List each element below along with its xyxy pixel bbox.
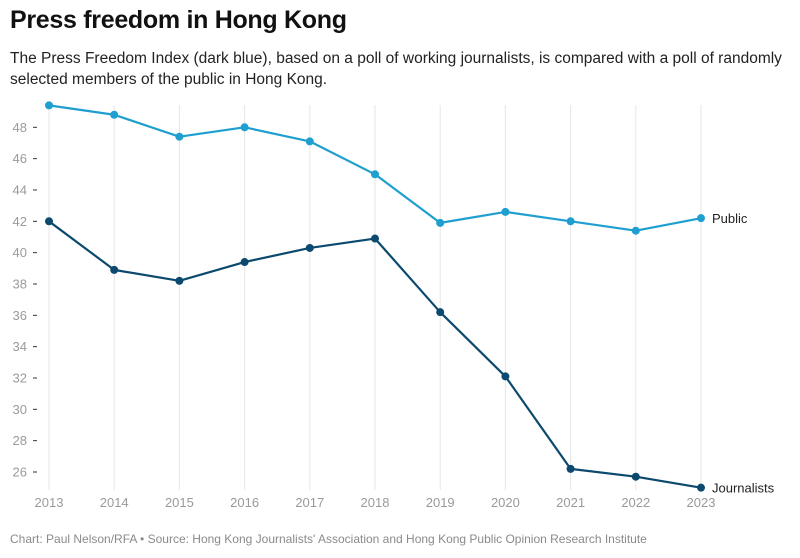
data-point <box>501 207 510 216</box>
x-tick-label: 2023 <box>687 495 716 510</box>
data-point <box>501 372 510 381</box>
chart-subtitle: The Press Freedom Index (dark blue), bas… <box>10 50 782 88</box>
series-label-public: Public <box>712 211 748 226</box>
data-point <box>371 170 379 179</box>
x-tick-label: 2019 <box>426 495 455 510</box>
data-point <box>371 234 379 243</box>
data-point <box>697 214 705 223</box>
x-tick-label: 2021 <box>556 495 585 510</box>
data-point <box>631 472 640 481</box>
chart-title: Press freedom in Hong Kong <box>10 6 347 34</box>
chart-source: Chart: Paul Nelson/RFA • Source: Hong Ko… <box>10 532 647 546</box>
x-tick-label: 2013 <box>35 495 64 510</box>
data-point <box>436 218 445 227</box>
y-tick-label: 36 <box>13 308 27 323</box>
x-tick-label: 2020 <box>491 495 520 510</box>
data-point <box>175 276 184 285</box>
y-tick-label: 42 <box>13 214 27 229</box>
x-tick-label: 2014 <box>100 495 129 510</box>
x-tick-label: 2017 <box>295 495 324 510</box>
data-point <box>175 132 184 141</box>
data-point <box>45 217 53 226</box>
data-point <box>631 226 640 235</box>
data-point <box>566 464 575 473</box>
x-tick-label: 2016 <box>230 495 259 510</box>
series-label-journalists: Journalists <box>712 481 775 496</box>
x-tick-label: 2018 <box>361 495 390 510</box>
data-point <box>240 123 249 132</box>
data-point <box>45 101 53 110</box>
y-tick-label: 28 <box>13 433 27 448</box>
y-tick-label: 46 <box>13 151 27 166</box>
y-tick-label: 48 <box>13 120 27 135</box>
y-tick-label: 32 <box>13 370 27 385</box>
x-tick-label: 2022 <box>621 495 650 510</box>
y-tick-label: 30 <box>13 402 27 417</box>
data-point <box>566 217 575 226</box>
y-tick-label: 44 <box>13 182 27 197</box>
data-point <box>436 308 445 317</box>
data-point <box>240 258 249 267</box>
y-tick-label: 38 <box>13 276 27 291</box>
data-point <box>305 243 314 252</box>
data-point <box>110 110 119 119</box>
data-point <box>110 265 119 274</box>
data-point <box>697 483 705 492</box>
x-tick-label: 2015 <box>165 495 194 510</box>
y-tick-label: 34 <box>13 339 27 354</box>
data-point <box>305 137 314 146</box>
y-tick-label: 26 <box>13 465 27 480</box>
y-tick-label: 40 <box>13 245 27 260</box>
